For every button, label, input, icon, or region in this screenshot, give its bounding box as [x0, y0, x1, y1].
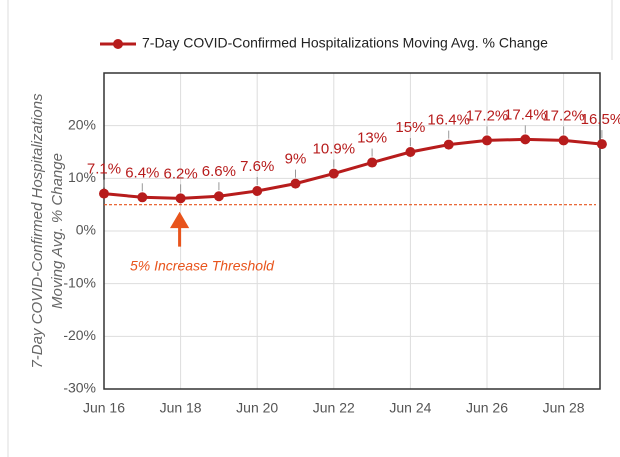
data-point	[175, 193, 186, 204]
data-point	[367, 157, 378, 168]
data-label: 16.5%	[581, 111, 620, 128]
data-point	[328, 168, 339, 179]
data-point	[213, 191, 224, 202]
data-label: 13%	[357, 130, 387, 147]
threshold-label: 5% Increase Threshold	[130, 257, 275, 273]
plot-border	[103, 72, 601, 390]
data-label: 17.2%	[542, 107, 585, 124]
y-tick-label: -30%	[63, 380, 96, 396]
data-point	[252, 185, 263, 196]
data-label: 6.4%	[125, 164, 159, 181]
data-label: 6.2%	[163, 165, 197, 182]
data-point	[137, 192, 148, 203]
data-label: 17.4%	[504, 106, 547, 123]
data-point	[405, 147, 416, 157]
y-axis-label: 7-Day COVID-Confirmed Hospitalizations Mo…	[29, 93, 66, 369]
threshold-arrow	[169, 211, 190, 247]
data-point	[482, 135, 492, 146]
x-tick-label: Jun 28	[543, 400, 585, 416]
legend-marker	[113, 39, 123, 49]
x-tick-label: Jun 22	[313, 400, 355, 416]
data-label: 7.1%	[87, 161, 121, 178]
data-point	[596, 139, 607, 150]
y-tick-label: -10%	[63, 274, 96, 290]
data-label: 17.2%	[466, 107, 509, 124]
legend-label: 7-Day COVID-Confirmed Hospitalizations M…	[142, 35, 548, 51]
data-point	[558, 135, 569, 146]
x-tick-label: Jun 20	[236, 400, 278, 416]
y-tick-label: 0%	[76, 222, 96, 238]
y-tick-label: -20%	[63, 327, 96, 343]
data-point	[99, 188, 109, 199]
y-tick-label: 20%	[68, 116, 96, 132]
y-tick-label: 10%	[68, 169, 96, 185]
data-label: 7.6%	[240, 158, 274, 175]
series-line	[103, 137, 603, 200]
y-axis-label-line: Moving Avg. % Change	[49, 153, 66, 309]
data-label: 10.9%	[313, 141, 356, 158]
data-point	[290, 178, 301, 189]
data-label: 15%	[395, 119, 425, 136]
x-tick-label: Jun 26	[466, 400, 508, 416]
data-label: 6.6%	[202, 163, 236, 180]
data-label: 9%	[285, 151, 307, 168]
data-label: 16.4%	[427, 112, 470, 129]
data-point	[520, 134, 531, 145]
data-point	[443, 139, 454, 150]
x-tick-label: Jun 24	[389, 400, 431, 416]
y-axis-label-line: 7-Day COVID-Confirmed Hospitalizations	[29, 93, 46, 369]
x-tick-label: Jun 16	[83, 400, 125, 416]
x-tick-label: Jun 18	[160, 400, 202, 416]
